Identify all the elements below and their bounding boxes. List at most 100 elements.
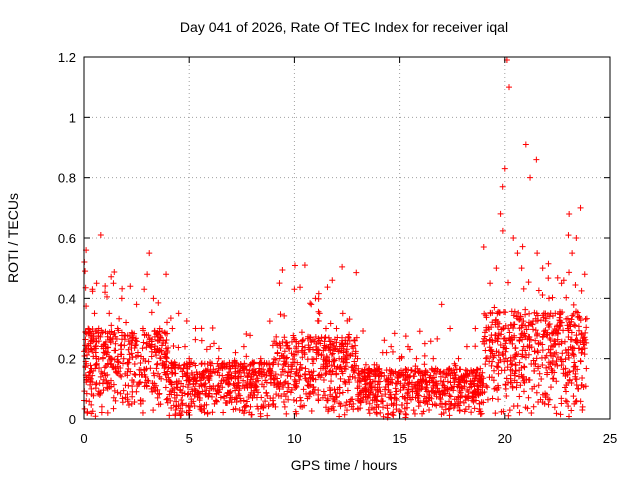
data-point: [403, 400, 410, 407]
data-point: [247, 332, 254, 339]
data-point: [98, 403, 105, 410]
data-point: [457, 389, 464, 396]
data-point: [160, 339, 167, 346]
data-point: [179, 408, 186, 415]
data-point: [88, 385, 95, 392]
data-point: [218, 362, 225, 369]
data-point: [553, 410, 560, 417]
data-point: [362, 381, 369, 388]
data-point: [471, 394, 478, 401]
data-point: [440, 409, 447, 416]
data-point: [489, 339, 496, 346]
data-point: [492, 410, 499, 417]
data-point: [414, 392, 421, 399]
data-point: [128, 400, 135, 407]
data-point: [517, 334, 524, 341]
data-point: [111, 268, 118, 275]
data-point: [198, 325, 205, 332]
data-point: [304, 382, 311, 389]
data-point: [444, 378, 451, 385]
data-point: [353, 269, 360, 276]
data-point: [107, 361, 114, 368]
data-point: [501, 165, 508, 172]
data-point: [267, 365, 274, 372]
data-point: [154, 338, 161, 345]
x-tick-label: 5: [186, 431, 193, 446]
data-point: [558, 280, 565, 287]
data-point: [330, 358, 337, 365]
data-point: [87, 375, 94, 382]
data-point: [243, 330, 250, 337]
data-point: [466, 384, 473, 391]
data-point: [291, 262, 298, 269]
data-point: [582, 383, 589, 390]
y-tick-label: 0.2: [58, 352, 76, 367]
data-point: [545, 260, 552, 267]
data-point: [562, 373, 569, 380]
data-point: [134, 352, 141, 359]
data-point: [201, 409, 208, 416]
data-point: [291, 286, 298, 293]
data-point: [281, 312, 288, 319]
data-point: [304, 395, 311, 402]
data-point: [386, 389, 393, 396]
data-point: [493, 363, 500, 370]
data-point: [93, 335, 100, 342]
data-point: [562, 347, 569, 354]
data-point: [447, 325, 454, 332]
data-point: [574, 366, 581, 373]
data-point: [491, 385, 498, 392]
data-point: [350, 400, 357, 407]
data-point: [579, 403, 586, 410]
data-point: [309, 372, 316, 379]
data-point: [362, 391, 369, 398]
data-point: [382, 383, 389, 390]
data-point: [145, 378, 152, 385]
data-point: [533, 355, 540, 362]
data-point: [128, 329, 135, 336]
data-point: [272, 403, 279, 410]
data-point: [133, 338, 140, 345]
data-point: [161, 329, 168, 336]
data-point: [497, 356, 504, 363]
data-point: [503, 392, 510, 399]
data-point: [514, 402, 521, 409]
data-point: [406, 379, 413, 386]
data-point: [389, 348, 396, 355]
data-point: [554, 274, 561, 281]
data-point: [241, 384, 248, 391]
data-point: [332, 389, 339, 396]
data-point: [501, 367, 508, 374]
data-point: [192, 325, 199, 332]
data-point: [392, 385, 399, 392]
data-point: [125, 346, 132, 353]
data-point: [512, 344, 519, 351]
data-point: [373, 409, 380, 416]
x-tick-label: 20: [498, 431, 512, 446]
data-point: [393, 388, 400, 395]
data-point: [329, 340, 336, 347]
data-point: [283, 354, 290, 361]
data-point: [93, 361, 100, 368]
data-point: [552, 338, 559, 345]
data-point: [470, 367, 477, 374]
data-point: [561, 384, 568, 391]
data-point: [295, 340, 302, 347]
data-point: [147, 365, 154, 372]
grid-lines: [84, 57, 610, 419]
data-point: [432, 389, 439, 396]
data-point: [401, 405, 408, 412]
data-point: [505, 279, 512, 286]
data-point: [423, 384, 430, 391]
data-point: [214, 360, 221, 367]
data-point: [576, 313, 583, 320]
data-point: [177, 412, 184, 419]
data-point: [570, 351, 577, 358]
data-point: [565, 379, 572, 386]
data-point: [289, 356, 296, 363]
data-point: [122, 332, 129, 339]
data-point: [87, 368, 94, 375]
data-point: [120, 387, 127, 394]
data-point: [515, 309, 522, 316]
data-point: [446, 412, 453, 419]
